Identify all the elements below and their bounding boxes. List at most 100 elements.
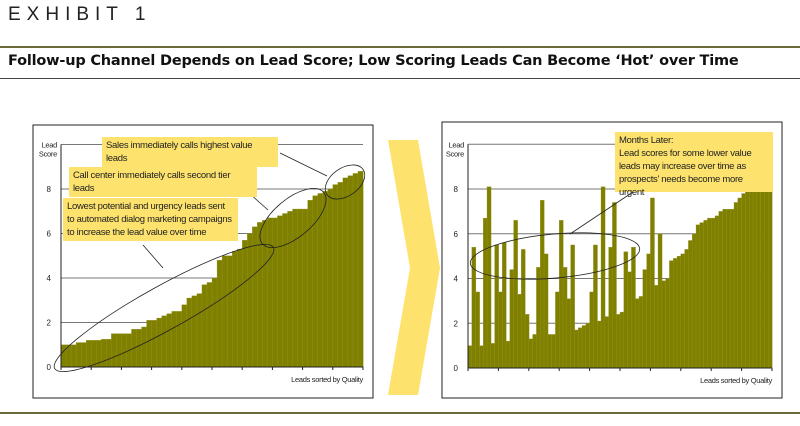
chevron-arrow-icon <box>388 140 440 395</box>
bar <box>692 233 697 369</box>
bar <box>752 188 758 369</box>
bar <box>347 175 354 368</box>
bar <box>322 191 329 368</box>
bar <box>216 260 223 368</box>
y-axis-label: Score <box>446 149 464 158</box>
bar <box>707 217 712 369</box>
bar <box>111 333 117 368</box>
callout-heading: Months Later: <box>619 135 674 146</box>
bar <box>106 339 112 368</box>
bar <box>684 249 689 369</box>
y-tick-label: 4 <box>454 275 459 284</box>
bar <box>317 193 324 368</box>
bar <box>638 296 644 369</box>
bar <box>136 329 142 368</box>
bar <box>600 186 606 369</box>
bar <box>722 208 727 369</box>
bar <box>342 177 349 368</box>
bar <box>181 304 188 368</box>
bar <box>616 314 621 369</box>
bar <box>186 297 193 368</box>
bar <box>161 315 168 368</box>
bar <box>646 253 651 369</box>
bar <box>585 323 591 369</box>
bar <box>75 342 82 368</box>
bar <box>80 342 87 368</box>
bar <box>486 186 492 369</box>
bar <box>559 220 564 369</box>
bar <box>176 311 183 368</box>
bar <box>703 220 708 369</box>
bar <box>669 260 674 369</box>
bar <box>745 188 750 369</box>
exhibit-label: EXHIBIT 1 <box>8 4 152 25</box>
bar <box>764 188 769 369</box>
bar <box>156 317 163 368</box>
bar <box>635 298 640 369</box>
bar <box>332 184 339 368</box>
y-axis-label: Lead <box>42 141 58 150</box>
callout-call-center: Call center immediately calls second tie… <box>69 167 257 197</box>
bar <box>357 171 364 368</box>
bar <box>231 251 238 368</box>
bar <box>540 200 545 369</box>
bar <box>502 242 507 369</box>
y-axis-label: Lead <box>449 140 465 149</box>
bar <box>479 345 484 369</box>
bar <box>327 188 334 368</box>
bar <box>619 311 625 369</box>
x-axis-label: Leads sorted by Quality <box>291 375 363 384</box>
bar <box>101 339 107 368</box>
second-tier-ellipse <box>259 188 327 248</box>
bar <box>688 240 693 369</box>
bar <box>673 258 678 369</box>
bar <box>543 253 549 369</box>
bar <box>467 345 473 369</box>
bar <box>581 325 587 369</box>
y-tick-label: 2 <box>454 319 459 328</box>
bar <box>521 249 526 369</box>
top-rule <box>0 46 800 48</box>
y-tick-label: 8 <box>47 185 52 194</box>
bar <box>566 298 572 369</box>
bar <box>206 282 213 368</box>
title-rule <box>0 78 800 79</box>
bar <box>528 338 534 369</box>
y-tick-label: 6 <box>454 230 459 239</box>
bar <box>749 188 754 369</box>
bar <box>242 240 248 368</box>
bar <box>517 294 522 369</box>
bar <box>60 344 67 368</box>
y-tick-label: 4 <box>47 274 52 283</box>
bar <box>737 197 743 369</box>
bar <box>337 182 344 368</box>
bar <box>714 215 720 369</box>
bar <box>312 195 319 368</box>
bar <box>505 340 511 369</box>
right-chart-frame <box>441 121 783 399</box>
bar <box>196 293 203 368</box>
bar <box>604 316 610 369</box>
bar <box>262 219 268 368</box>
bar <box>555 291 560 369</box>
bar <box>498 291 503 369</box>
bar <box>695 224 701 369</box>
leader-line <box>279 152 328 177</box>
bar <box>631 247 636 369</box>
top-tier-ellipse <box>324 164 366 200</box>
callout-automated-marketing: Lowest potential and urgency leads sent … <box>63 198 238 241</box>
bar <box>570 244 575 369</box>
y-tick-label: 0 <box>47 363 52 372</box>
bar <box>247 233 253 368</box>
bar <box>661 280 667 369</box>
bar <box>70 344 77 368</box>
bar <box>191 295 198 368</box>
bar <box>226 255 233 368</box>
bar <box>121 333 127 368</box>
bar <box>475 291 480 369</box>
y-tick-label: 6 <box>47 230 52 239</box>
bar <box>574 329 579 369</box>
bar <box>237 248 243 368</box>
